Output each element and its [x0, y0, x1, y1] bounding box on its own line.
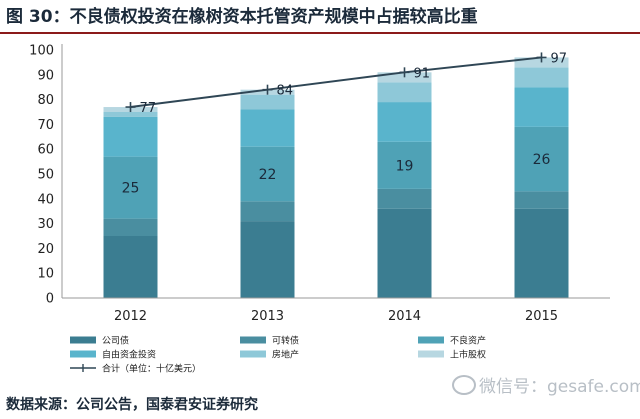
- legend-swatch: [240, 336, 266, 344]
- total-line-marker: [125, 102, 136, 113]
- bar-segment: [514, 208, 569, 298]
- legend-label: 上市股权: [450, 349, 486, 361]
- bar-segment: [240, 201, 295, 222]
- legend-label: 合计（单位：十亿美元）: [102, 363, 201, 375]
- chart-title: 图 30：不良债权投资在橡树资本托管资产规模中占据较高比重: [6, 7, 478, 27]
- bar-segment: [240, 146, 295, 202]
- bar-segment: [103, 156, 158, 219]
- bar-segment: [377, 208, 432, 298]
- bar-segment: [377, 188, 432, 209]
- y-tick-label: 10: [37, 267, 54, 282]
- legend-item: 可转债: [240, 335, 299, 347]
- bar-segment: [514, 67, 569, 88]
- title-divider: [0, 32, 640, 34]
- total-line-marker: [262, 84, 273, 95]
- bar-segment: [103, 112, 158, 117]
- total-line-marker: [536, 52, 547, 63]
- wechat-icon: [452, 375, 476, 395]
- bar-data-label: 19: [396, 158, 414, 174]
- bar-segment: [103, 116, 158, 157]
- legend-swatch: [418, 350, 444, 358]
- legend-item: 合计（单位：十亿美元）: [70, 363, 201, 375]
- bar-data-label: 22: [259, 167, 277, 183]
- total-line: [130, 56, 542, 109]
- x-tick-label: 2012: [114, 309, 147, 324]
- legend-swatch: [70, 336, 96, 344]
- total-data-label: 77: [140, 101, 157, 116]
- bar-segment: [514, 191, 569, 209]
- y-tick-label: 50: [37, 168, 54, 183]
- watermark-text: 微信号：gesafe.com: [479, 377, 640, 397]
- data-source: 数据来源：公司公告，国泰君安证券研究: [6, 397, 258, 413]
- x-tick-label: 2015: [525, 309, 558, 324]
- x-tick-label: 2014: [388, 309, 421, 324]
- y-tick-label: 20: [37, 242, 54, 257]
- bar-data-label: 26: [533, 152, 551, 168]
- y-tick-label: 30: [37, 217, 54, 232]
- legend-item: 不良资产: [418, 335, 486, 347]
- bar-segment: [377, 141, 432, 189]
- x-tick-label: 2013: [251, 309, 284, 324]
- total-data-label: 91: [414, 66, 431, 81]
- bar-segment: [240, 94, 295, 110]
- total-line-marker: [399, 67, 410, 78]
- legend-item: 房地产: [240, 349, 299, 361]
- bar-data-label: 25: [122, 181, 140, 197]
- legend-swatch: [70, 350, 96, 358]
- legend-label: 公司债: [102, 335, 129, 347]
- y-tick-label: 70: [37, 118, 54, 133]
- legend-label: 可转债: [272, 335, 299, 347]
- bar-segment: [514, 126, 569, 192]
- y-tick-label: 90: [37, 68, 54, 83]
- y-tick-label: 0: [46, 292, 54, 307]
- stacked-bar-chart: 25 22 19 26 77 84 91 97 0 10 20 30 40 50 60 70 80 90 100 2…: [29, 44, 610, 375]
- y-tick-label: 100: [29, 44, 54, 59]
- legend-label: 不良资产: [450, 335, 486, 347]
- bar-segment: [103, 236, 158, 298]
- y-tick-label: 60: [37, 143, 54, 158]
- legend-item: 自由资金投资: [70, 349, 156, 361]
- legend-item: 公司债: [70, 335, 129, 347]
- legend-item: 上市股权: [418, 349, 486, 361]
- total-data-label: 97: [551, 51, 568, 66]
- bar-segment: [377, 102, 432, 142]
- bar-segment: [377, 82, 432, 103]
- bar-segment: [240, 221, 295, 298]
- legend-swatch: [240, 350, 266, 358]
- total-data-label: 84: [277, 84, 294, 99]
- bar-segment: [103, 218, 158, 236]
- bar-segment: [514, 87, 569, 127]
- y-tick-label: 80: [37, 93, 54, 108]
- legend-label: 房地产: [272, 349, 299, 361]
- y-tick-label: 40: [37, 192, 54, 207]
- bar-segment: [240, 109, 295, 147]
- legend-swatch: [418, 336, 444, 344]
- watermark: 微信号：gesafe.com: [452, 372, 640, 397]
- legend-label: 自由资金投资: [102, 349, 156, 361]
